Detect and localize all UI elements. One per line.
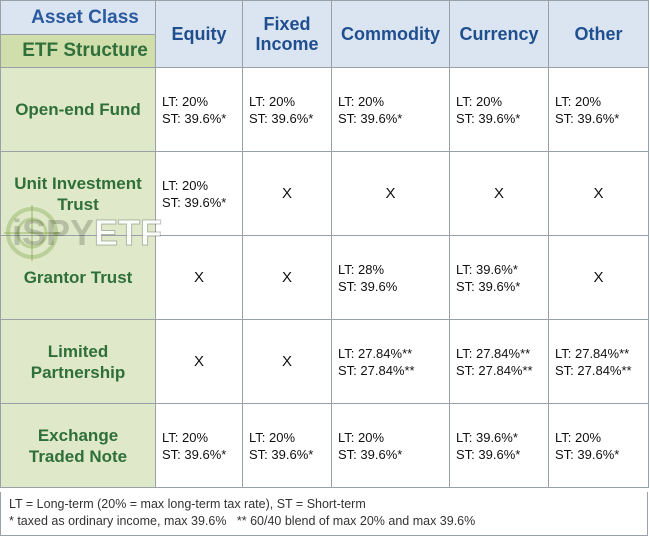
col-header-commodity: Commodity [331,0,450,68]
tax-rate-cell: LT: 20% ST: 39.6%* [548,67,649,152]
tax-rate-cell: LT: 20% ST: 39.6%* [242,67,332,152]
short-term-rate: ST: 39.6%* [456,446,521,462]
not-available-cell: X [242,319,332,404]
short-term-rate: ST: 27.84%** [456,362,533,378]
short-term-rate: ST: 39.6%* [162,446,227,462]
long-term-rate: LT: 20% [162,177,209,193]
short-term-rate: ST: 39.6%* [338,110,403,126]
asset-class-label: Asset Class [1,1,155,35]
tax-rate-cell: LT: 39.6%* ST: 39.6%* [449,403,549,488]
short-term-rate: ST: 39.6%* [249,110,314,126]
tax-rate-cell: LT: 20% ST: 39.6%* [548,403,649,488]
tax-rate-cell: LT: 27.84%** ST: 27.84%** [548,319,649,404]
corner-header: Asset Class ETF Structure [0,0,156,68]
short-term-rate: ST: 39.6%* [338,446,403,462]
not-available-cell: X [155,235,243,320]
not-available-cell: X [155,319,243,404]
long-term-rate: LT: 20% [338,93,385,109]
row-header: Limited Partnership [0,319,156,404]
long-term-rate: LT: 27.84%** [555,345,630,361]
long-term-rate: LT: 27.84%** [456,345,531,361]
table-row: Unit Investment Trust LT: 20% ST: 39.6%* X X… [0,151,649,236]
long-term-rate: LT: 20% [555,93,602,109]
long-term-rate: LT: 20% [555,429,602,445]
tax-rate-cell: LT: 20% ST: 39.6%* [449,67,549,152]
long-term-rate: LT: 20% [456,93,503,109]
tax-rate-cell: LT: 20% ST: 39.6%* [331,403,450,488]
short-term-rate: ST: 39.6%* [555,446,620,462]
etf-structure-label: ETF Structure [1,35,155,67]
table-row: Open-end Fund LT: 20% ST: 39.6%* LT: 20% ST:… [0,67,649,152]
tax-rate-cell: LT: 27.84%** ST: 27.84%** [449,319,549,404]
col-header-other: Other [548,0,649,68]
col-header-equity: Equity [155,0,243,68]
row-header-label: Open-end Fund [15,100,141,119]
short-term-rate: ST: 39.6%* [249,446,314,462]
short-term-rate: ST: 39.6%* [456,110,521,126]
not-available-cell: X [449,151,549,236]
not-available-cell: X [242,235,332,320]
not-available-cell: X [548,151,649,236]
table-row: Exchange Traded Note LT: 20% ST: 39.6%* LT:… [0,403,649,488]
etf-tax-table: Asset Class ETF Structure Equity Fixed I… [0,0,649,488]
row-header-label: Unit Investment Trust [14,173,142,214]
short-term-rate: ST: 39.6%* [456,278,521,294]
tax-rate-cell: LT: 20% ST: 39.6%* [155,403,243,488]
table-row: Grantor Trust X X LT: 28% ST: 39.6% LT: 39.6%… [0,235,649,320]
tax-rate-cell: LT: 28% ST: 39.6% [331,235,450,320]
tax-rate-cell: LT: 27.84%** ST: 27.84%** [331,319,450,404]
long-term-rate: LT: 39.6%* [456,429,518,445]
tax-rate-cell: LT: 20% ST: 39.6%* [242,403,332,488]
short-term-rate: ST: 39.6%* [162,194,227,210]
row-header-label: Grantor Trust [23,268,133,287]
col-header-currency: Currency [449,0,549,68]
table-footnote: LT = Long-term (20% = max long-term tax … [0,492,648,536]
short-term-rate: ST: 27.84%** [338,362,415,378]
tax-rate-cell: LT: 39.6%* ST: 39.6%* [449,235,549,320]
col-header-fixed-income: Fixed Income [242,0,332,68]
tax-rate-cell: LT: 20% ST: 39.6%* [331,67,450,152]
long-term-rate: LT: 28% [338,261,385,277]
col-header-fixed-income-label: Fixed Income [255,14,319,54]
row-header: Grantor Trust [0,235,156,320]
long-term-rate: LT: 20% [249,429,296,445]
long-term-rate: LT: 39.6%* [456,261,518,277]
tax-rate-cell: LT: 20% ST: 39.6%* [155,67,243,152]
row-header-label: Limited Partnership [30,341,126,382]
row-header-label: Exchange Traded Note [28,425,128,466]
long-term-rate: LT: 20% [338,429,385,445]
long-term-rate: LT: 27.84%** [338,345,413,361]
table-row: Limited Partnership X X LT: 27.84%** ST: 27.… [0,319,649,404]
short-term-rate: ST: 27.84%** [555,362,632,378]
row-header: Exchange Traded Note [0,403,156,488]
not-available-cell: X [548,235,649,320]
not-available-cell: X [242,151,332,236]
row-header: Open-end Fund [0,67,156,152]
long-term-rate: LT: 20% [162,429,209,445]
short-term-rate: ST: 39.6% [338,278,398,294]
long-term-rate: LT: 20% [162,93,209,109]
long-term-rate: LT: 20% [249,93,296,109]
short-term-rate: ST: 39.6%* [555,110,620,126]
footnote-line-1: LT = Long-term (20% = max long-term tax … [9,497,366,511]
short-term-rate: ST: 39.6%* [162,110,227,126]
row-header: Unit Investment Trust [0,151,156,236]
header-row: Asset Class ETF Structure Equity Fixed I… [0,0,649,68]
footnote-line-2: * taxed as ordinary income, max 39.6% **… [9,514,476,528]
tax-rate-cell: LT: 20% ST: 39.6%* [155,151,243,236]
not-available-cell: X [331,151,450,236]
